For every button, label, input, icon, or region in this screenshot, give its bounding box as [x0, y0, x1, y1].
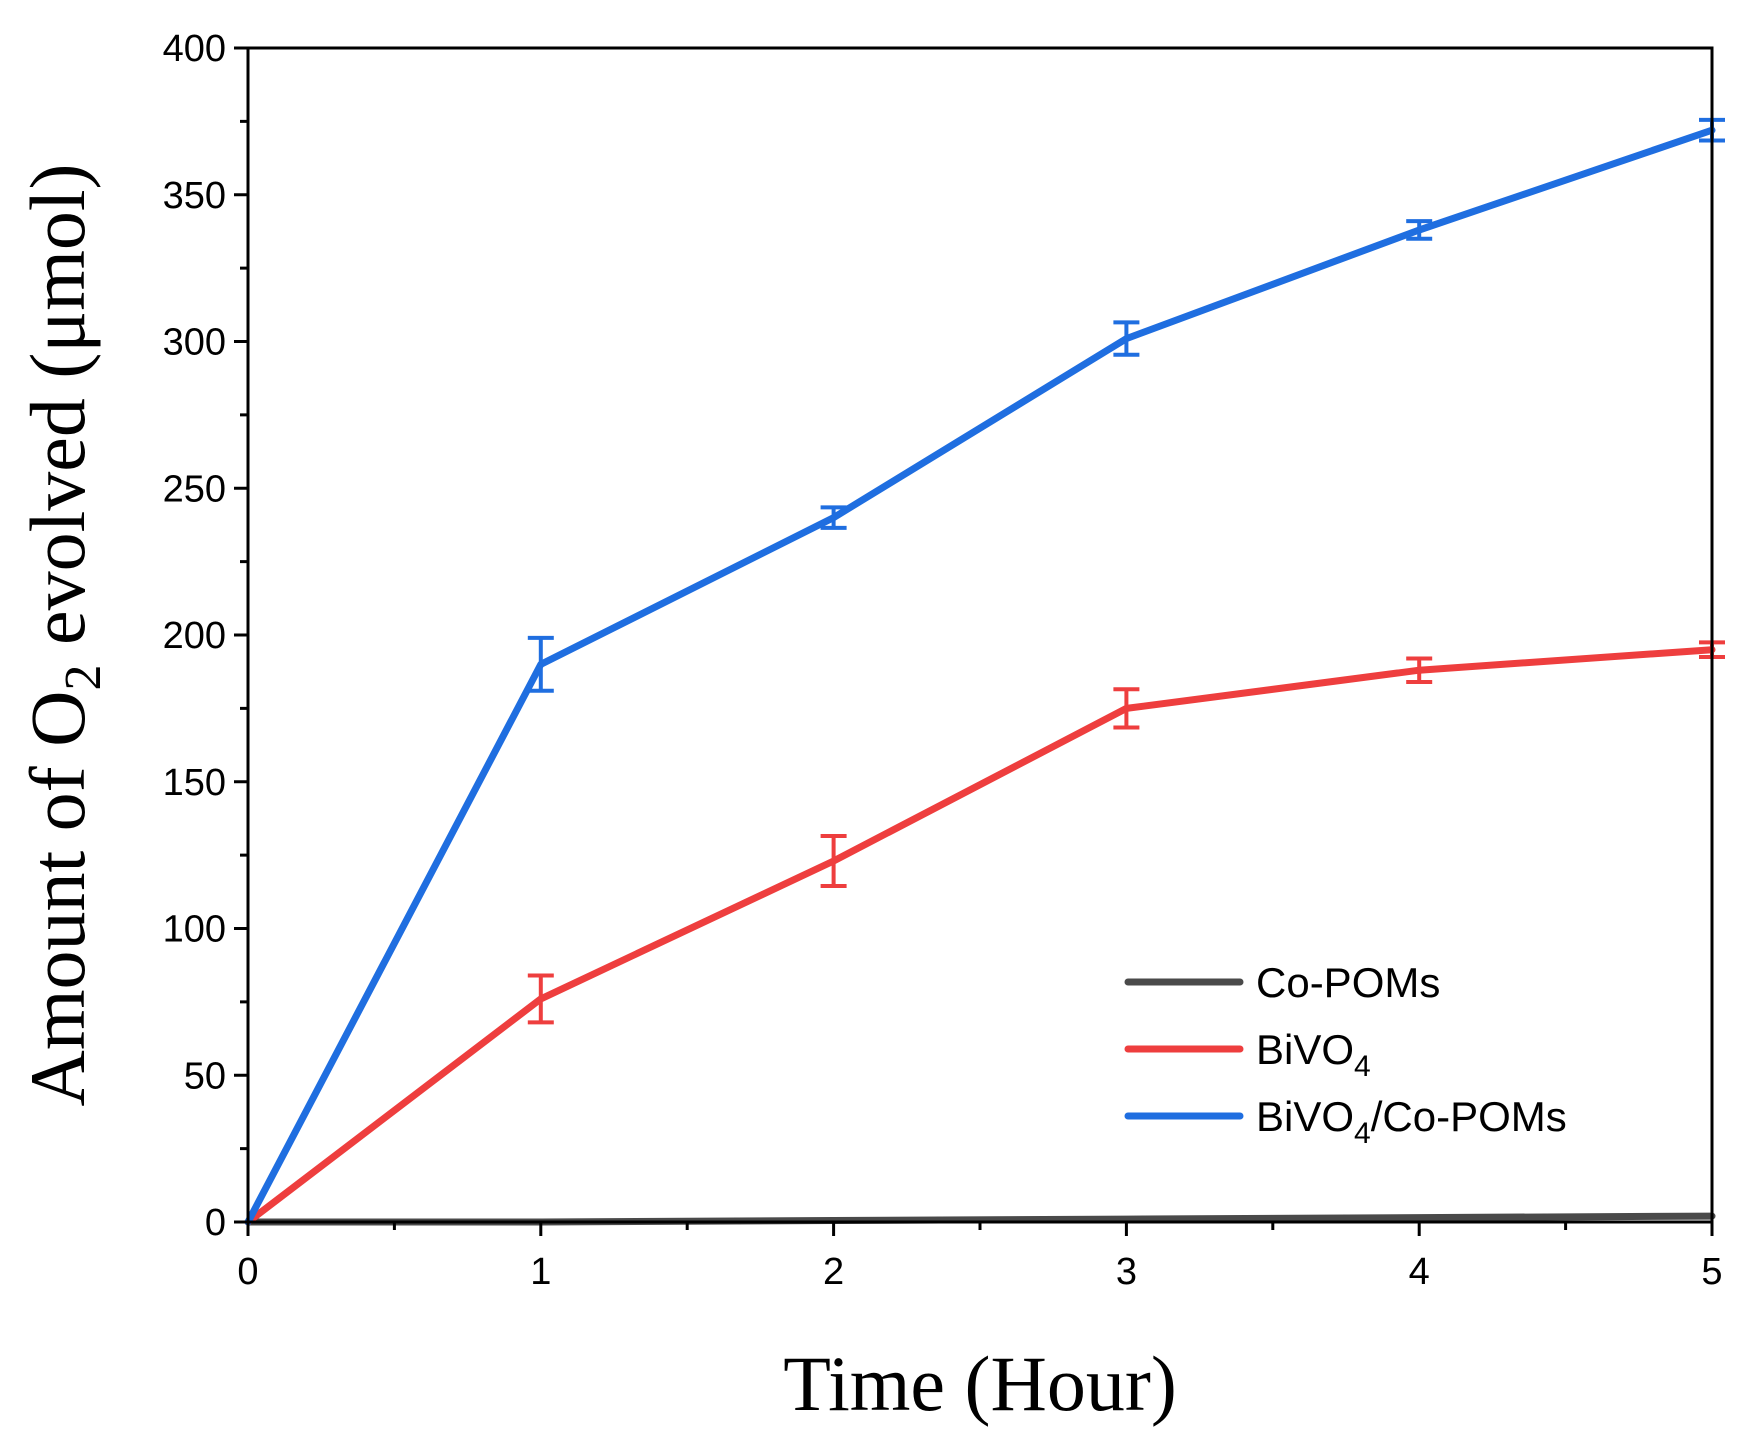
error-bar-2-4: [1406, 219, 1433, 241]
legend-label-main-1: BiVO: [1256, 1026, 1354, 1073]
y-tick-label-3: 150: [163, 762, 226, 804]
y-axis: 0 50 100 150 200 250 300 350 400: [163, 28, 248, 1244]
y-tick-label-2: 100: [163, 909, 226, 951]
y-axis-title-subscript: 2: [55, 665, 112, 691]
series-line-1: [244, 646, 1716, 1226]
x-axis: 0 1 2 3 4 5: [237, 1222, 1723, 1293]
legend-label-rest-2: /Co-POMs: [1371, 1093, 1567, 1140]
error-bar-1-1: [527, 973, 554, 1025]
x-axis-title: Time (Hour): [783, 1340, 1177, 1427]
legend-label-subscript-2: 4: [1354, 1117, 1371, 1150]
legend-label-0: Co-POMs: [1256, 959, 1440, 1006]
legend-label-2: BiVO4/Co-POMs: [1256, 1093, 1567, 1150]
x-tick-label-2: 2: [823, 1251, 844, 1293]
y-axis-title: Amount of O2 evolved (μmol): [14, 163, 112, 1106]
x-tick-label-0: 0: [237, 1251, 258, 1293]
x-tick-label-4: 4: [1409, 1251, 1430, 1293]
x-tick-label-5: 5: [1701, 1251, 1722, 1293]
legend-label-subscript-1: 4: [1354, 1050, 1371, 1083]
y-tick-label-6: 300: [163, 322, 226, 364]
y-tick-label-8: 400: [163, 28, 226, 70]
error-bar-1-3: [1113, 687, 1140, 730]
y-tick-label-1: 50: [184, 1055, 226, 1097]
series-layer: [244, 117, 1725, 1226]
x-tick-label-3: 3: [1116, 1251, 1137, 1293]
y-tick-label-0: 0: [205, 1202, 226, 1244]
error-bar-1-2: [820, 834, 847, 888]
legend-label-main-0: Co-POMs: [1256, 959, 1440, 1006]
legend-label-main-2: BiVO: [1256, 1093, 1354, 1140]
error-bar-1-4: [1406, 656, 1433, 684]
error-bar-2-1: [527, 635, 554, 693]
series-line-2: [244, 126, 1716, 1226]
x-tick-label-1: 1: [530, 1251, 551, 1293]
error-bar-2-2: [820, 505, 847, 530]
legend-label-1: BiVO4: [1256, 1026, 1371, 1083]
error-bar-2-3: [1113, 320, 1140, 357]
y-axis-title-rest: evolved (μmol): [14, 163, 101, 664]
y-tick-label-4: 200: [163, 615, 226, 657]
y-tick-label-7: 350: [163, 175, 226, 217]
y-axis-title-main: Amount of O: [14, 691, 101, 1107]
y-tick-label-5: 250: [163, 468, 226, 510]
